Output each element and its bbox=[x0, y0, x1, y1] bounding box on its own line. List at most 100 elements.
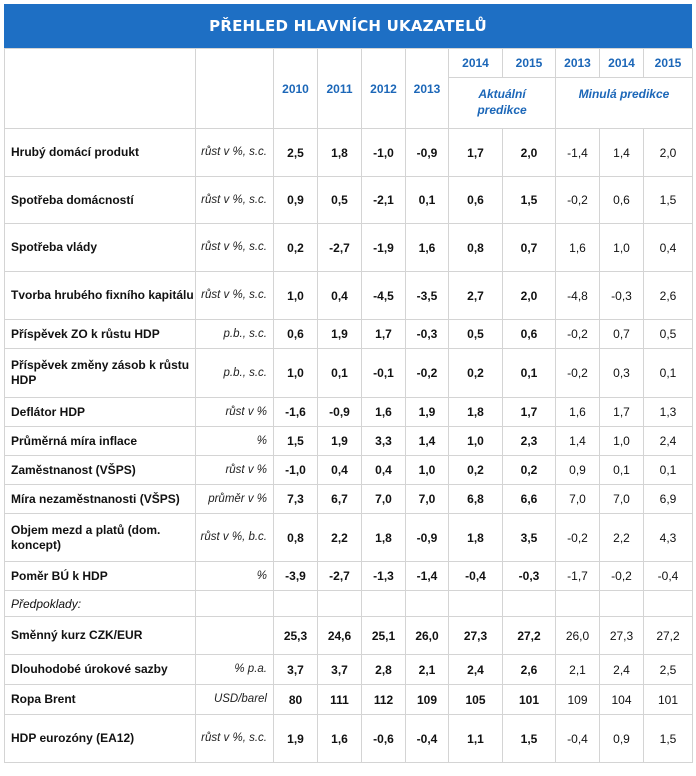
value-cell: -1,6 bbox=[273, 397, 318, 427]
value-cell: 0,4 bbox=[361, 455, 406, 485]
value-cell: 1,4 bbox=[405, 426, 449, 456]
value-cell: 26,0 bbox=[555, 616, 600, 655]
value-cell: -4,5 bbox=[361, 271, 406, 320]
row-label: Příspěvek ZO k růstu HDP bbox=[4, 319, 196, 349]
value-cell: 7,0 bbox=[361, 484, 406, 514]
row-unit: % bbox=[195, 426, 274, 456]
indicator-row: Příspěvek změny zásob k růstu HDP p.b., s… bbox=[4, 348, 693, 398]
value-cell: 0,7 bbox=[599, 319, 644, 349]
indicator-row: Tvorba hrubého fixního kapitálu růst v %,… bbox=[4, 271, 693, 320]
value-cell: 0,5 bbox=[317, 176, 362, 224]
value-cell: 1,5 bbox=[502, 176, 556, 224]
year-header: 2010 bbox=[273, 48, 318, 129]
year-header-previous: 2014 bbox=[599, 48, 644, 78]
row-label: Příspěvek změny zásob k růstu HDP bbox=[4, 348, 196, 398]
value-cell: 2,5 bbox=[643, 654, 693, 685]
row-label: Spotřeba domácností bbox=[4, 176, 196, 224]
value-cell: 27,3 bbox=[448, 616, 503, 655]
value-cell: 25,1 bbox=[361, 616, 406, 655]
year-header-previous: 2013 bbox=[555, 48, 600, 78]
value-cell: 0,1 bbox=[599, 455, 644, 485]
value-cell: 0,9 bbox=[599, 714, 644, 763]
assumption-row: Směnný kurz CZK/EUR 25,3 24,6 25,1 26,0 27,3 2… bbox=[4, 616, 693, 655]
value-cell: -0,6 bbox=[361, 714, 406, 763]
value-cell: 1,6 bbox=[555, 223, 600, 272]
value-cell: -2,7 bbox=[317, 561, 362, 591]
value-cell: 0,8 bbox=[273, 513, 318, 562]
value-cell: 0,4 bbox=[317, 455, 362, 485]
row-unit: p.b., s.c. bbox=[195, 319, 274, 349]
value-cell: 2,1 bbox=[555, 654, 600, 685]
value-cell: -0,2 bbox=[555, 348, 600, 398]
header-unit-cell bbox=[195, 48, 274, 129]
value-cell: -0,2 bbox=[555, 513, 600, 562]
header-row-top: 2010 2011 2012 2013 2014 2015 2013 2014 … bbox=[4, 48, 693, 129]
value-cell: -0,9 bbox=[405, 513, 449, 562]
value-cell: -4,8 bbox=[555, 271, 600, 320]
year-header: 2013 bbox=[405, 48, 449, 129]
row-label: Ropa Brent bbox=[4, 684, 196, 715]
indicator-row: Míra nezaměstnanosti (VŠPS) průměr v % 7,3… bbox=[4, 484, 693, 514]
value-cell: 2,6 bbox=[643, 271, 693, 320]
value-cell: 1,0 bbox=[448, 426, 503, 456]
indicator-row: Příspěvek ZO k růstu HDP p.b., s.c. 0,6 1,9… bbox=[4, 319, 693, 349]
row-label: Zaměstnanost (VŠPS) bbox=[4, 455, 196, 485]
empty-cell bbox=[317, 590, 362, 617]
value-cell: 1,5 bbox=[273, 426, 318, 456]
year-header-current: 2014 bbox=[448, 48, 503, 78]
value-cell: 2,1 bbox=[405, 654, 449, 685]
table-title: PŘEHLED HLAVNÍCH UKAZATELŮ bbox=[4, 4, 692, 48]
value-cell: 1,4 bbox=[555, 426, 600, 456]
value-cell: -0,9 bbox=[317, 397, 362, 427]
value-cell: 1,7 bbox=[361, 319, 406, 349]
value-cell: 111 bbox=[317, 684, 362, 715]
value-cell: 104 bbox=[599, 684, 644, 715]
value-cell: 1,6 bbox=[317, 714, 362, 763]
value-cell: -0,1 bbox=[361, 348, 406, 398]
row-label: Průměrná míra inflace bbox=[4, 426, 196, 456]
value-cell: 6,7 bbox=[317, 484, 362, 514]
year-header: 2011 bbox=[317, 48, 362, 129]
value-cell: 1,8 bbox=[448, 513, 503, 562]
value-cell: 112 bbox=[361, 684, 406, 715]
indicator-row: Deflátor HDP růst v % -1,6 -0,9 1,6 1,9 1,8 1,7… bbox=[4, 397, 693, 427]
value-cell: 3,3 bbox=[361, 426, 406, 456]
row-label: Hrubý domácí produkt bbox=[4, 128, 196, 177]
value-cell: 0,1 bbox=[405, 176, 449, 224]
row-unit: růst v %, s.c. bbox=[195, 271, 274, 320]
value-cell: -0,4 bbox=[555, 714, 600, 763]
row-unit: USD/barel bbox=[195, 684, 274, 715]
value-cell: 25,3 bbox=[273, 616, 318, 655]
value-cell: -0,9 bbox=[405, 128, 449, 177]
row-unit: růst v %, s.c. bbox=[195, 223, 274, 272]
value-cell: 1,5 bbox=[643, 176, 693, 224]
value-cell: 1,7 bbox=[502, 397, 556, 427]
value-cell: 1,8 bbox=[317, 128, 362, 177]
value-cell: 1,6 bbox=[555, 397, 600, 427]
value-cell: 0,2 bbox=[273, 223, 318, 272]
indicator-row: Hrubý domácí produkt růst v %, s.c. 2,5 1,8… bbox=[4, 128, 693, 177]
value-cell: 0,1 bbox=[317, 348, 362, 398]
value-cell: -1,0 bbox=[361, 128, 406, 177]
value-cell: 2,4 bbox=[599, 654, 644, 685]
value-cell: 0,8 bbox=[448, 223, 503, 272]
row-label: Spotřeba vlády bbox=[4, 223, 196, 272]
value-cell: -2,7 bbox=[317, 223, 362, 272]
value-cell: 7,0 bbox=[405, 484, 449, 514]
value-cell: 0,1 bbox=[502, 348, 556, 398]
value-cell: 1,8 bbox=[361, 513, 406, 562]
value-cell: -0,2 bbox=[599, 561, 644, 591]
value-cell: 2,0 bbox=[502, 128, 556, 177]
indicator-row: Spotřeba vlády růst v %, s.c. 0,2 -2,7 -1,9 1… bbox=[4, 223, 693, 272]
value-cell: -1,4 bbox=[555, 128, 600, 177]
value-cell: 6,9 bbox=[643, 484, 693, 514]
value-cell: 0,6 bbox=[273, 319, 318, 349]
value-cell: -0,3 bbox=[502, 561, 556, 591]
value-cell: 2,4 bbox=[448, 654, 503, 685]
value-cell: -0,2 bbox=[555, 176, 600, 224]
value-cell: 4,3 bbox=[643, 513, 693, 562]
value-cell: 1,5 bbox=[502, 714, 556, 763]
value-cell: 1,8 bbox=[448, 397, 503, 427]
row-label: Poměr BÚ k HDP bbox=[4, 561, 196, 591]
value-cell: 0,6 bbox=[599, 176, 644, 224]
